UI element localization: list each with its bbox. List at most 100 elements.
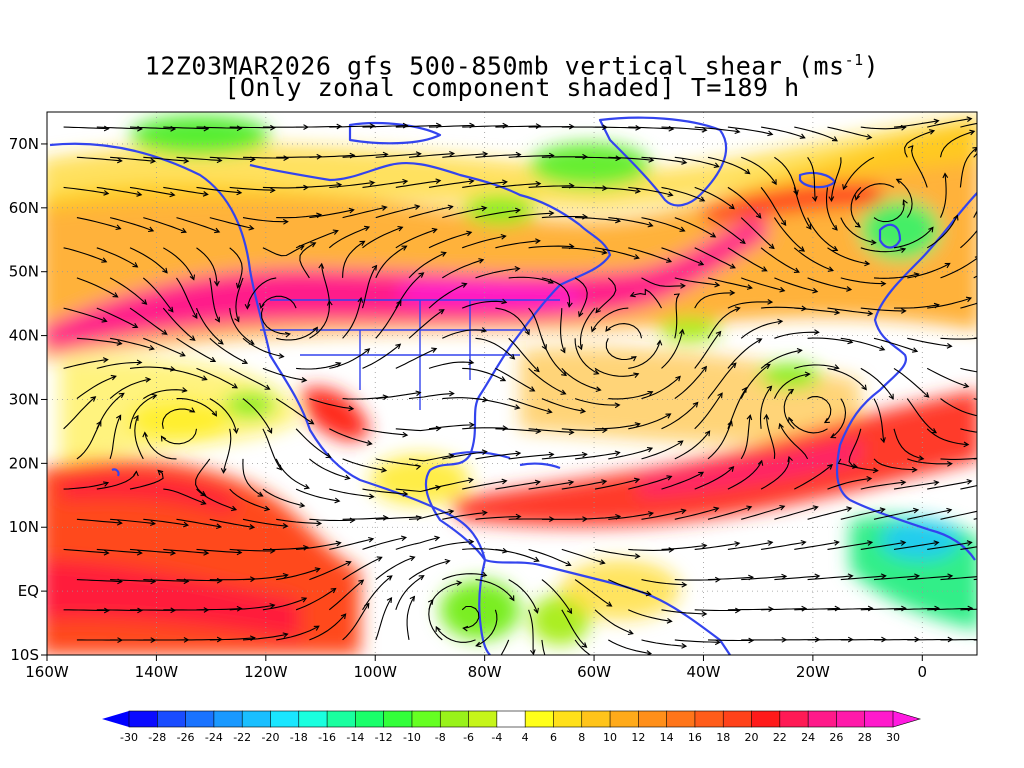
- streamline: [575, 451, 620, 460]
- streamline: [541, 338, 567, 376]
- streamline: [143, 518, 188, 526]
- streamline-arrow: [533, 556, 540, 562]
- streamline: [176, 277, 198, 319]
- streamline: [940, 337, 977, 340]
- streamline-arrow: [666, 617, 673, 624]
- streamline: [309, 398, 354, 410]
- streamline: [408, 252, 447, 279]
- streamline: [843, 156, 875, 190]
- streamline-arrow: [501, 298, 508, 305]
- streamline-arrow: [577, 344, 583, 351]
- streamline: [442, 451, 487, 460]
- streamline: [442, 329, 486, 339]
- streamline-arrow: [137, 607, 143, 614]
- colorbar-label: -16: [318, 731, 336, 744]
- streamline-arrow: [998, 293, 1003, 297]
- streamline: [594, 478, 640, 490]
- colorbar-label: -22: [233, 731, 251, 744]
- streamline-arrow: [872, 467, 879, 474]
- streamline-arrow: [529, 649, 536, 655]
- streamline: [873, 398, 885, 443]
- coast-sa-north: [484, 558, 731, 655]
- streamline-arrow: [832, 245, 839, 251]
- streamline: [773, 373, 810, 399]
- streamline: [342, 153, 388, 158]
- colorbar-label: -4: [491, 731, 502, 744]
- streamline-arrow: [560, 672, 565, 676]
- colorbar-swatch: [694, 710, 724, 728]
- streamline-arrow: [358, 579, 365, 586]
- streamline: [76, 217, 121, 230]
- streamline: [893, 367, 929, 398]
- streamline: [462, 480, 507, 490]
- colorbar-label: 8: [578, 731, 585, 744]
- streamline: [395, 536, 440, 550]
- streamline-arrow: [103, 481, 110, 487]
- streamline: [209, 277, 220, 322]
- streamline: [109, 277, 147, 305]
- streamline-arrow: [647, 511, 655, 517]
- streamline: [329, 538, 374, 550]
- streamline: [760, 457, 790, 490]
- streamline: [830, 398, 847, 438]
- streamline: [674, 156, 719, 168]
- streamline: [960, 367, 977, 373]
- streamline-arrow: [316, 520, 323, 527]
- streamline-arrow: [468, 178, 475, 185]
- streamline-arrow: [368, 536, 375, 543]
- streamline: [428, 541, 474, 550]
- lat-tick-label: 10N: [9, 518, 39, 536]
- streamline-arrow: [834, 605, 841, 612]
- streamline-arrow: [401, 245, 408, 251]
- colorbar-swatch: [298, 710, 328, 728]
- streamline: [296, 184, 342, 188]
- streamline: [500, 639, 510, 655]
- streamline: [229, 488, 270, 511]
- streamline-arrow: [395, 343, 402, 350]
- streamline-arrow: [192, 312, 198, 319]
- streamline-arrow: [981, 336, 986, 341]
- streamline-arrow: [634, 422, 641, 428]
- streamline-arrow: [942, 172, 949, 179]
- streamline-arrow: [787, 455, 793, 463]
- streamline-arrow: [211, 410, 218, 417]
- streamline: [362, 575, 393, 611]
- coast-uk: [878, 223, 902, 249]
- streamline-arrow: [283, 155, 290, 161]
- streamline: [641, 277, 685, 287]
- streamline: [594, 247, 639, 259]
- streamline: [196, 548, 242, 554]
- streamline-arrow: [748, 637, 755, 644]
- streamline-arrow: [415, 464, 422, 470]
- streamline: [860, 126, 906, 130]
- streamline: [760, 247, 800, 273]
- streamline-arrow: [301, 597, 308, 603]
- streamline-arrow: [449, 390, 455, 397]
- streamline: [508, 337, 540, 372]
- title-units-superscript: -1: [844, 51, 864, 69]
- streamline: [727, 247, 767, 272]
- streamline-arrow: [692, 401, 699, 408]
- streamline: [475, 452, 521, 460]
- streamline-arrow: [813, 329, 820, 335]
- coast-hudson: [249, 161, 581, 226]
- colorbar-swatch: [779, 710, 809, 728]
- streamline: [740, 364, 771, 399]
- streamline: [860, 367, 894, 400]
- streamline: [342, 396, 388, 400]
- streamline-arrow: [666, 475, 673, 481]
- streamline: [129, 469, 164, 490]
- streamline: [462, 427, 508, 430]
- streamline-arrow: [481, 205, 488, 212]
- streamline: [109, 415, 122, 460]
- streamline-arrow: [515, 513, 522, 520]
- streamline-arrow: [833, 364, 840, 370]
- coast-europe-africa: [835, 191, 977, 561]
- streamline-arrow: [502, 425, 509, 431]
- streamline: [176, 398, 217, 417]
- streamline: [76, 518, 122, 524]
- streamline: [309, 154, 355, 158]
- streamline-arrow: [248, 224, 255, 231]
- streamline: [209, 217, 254, 230]
- streamline: [641, 440, 683, 460]
